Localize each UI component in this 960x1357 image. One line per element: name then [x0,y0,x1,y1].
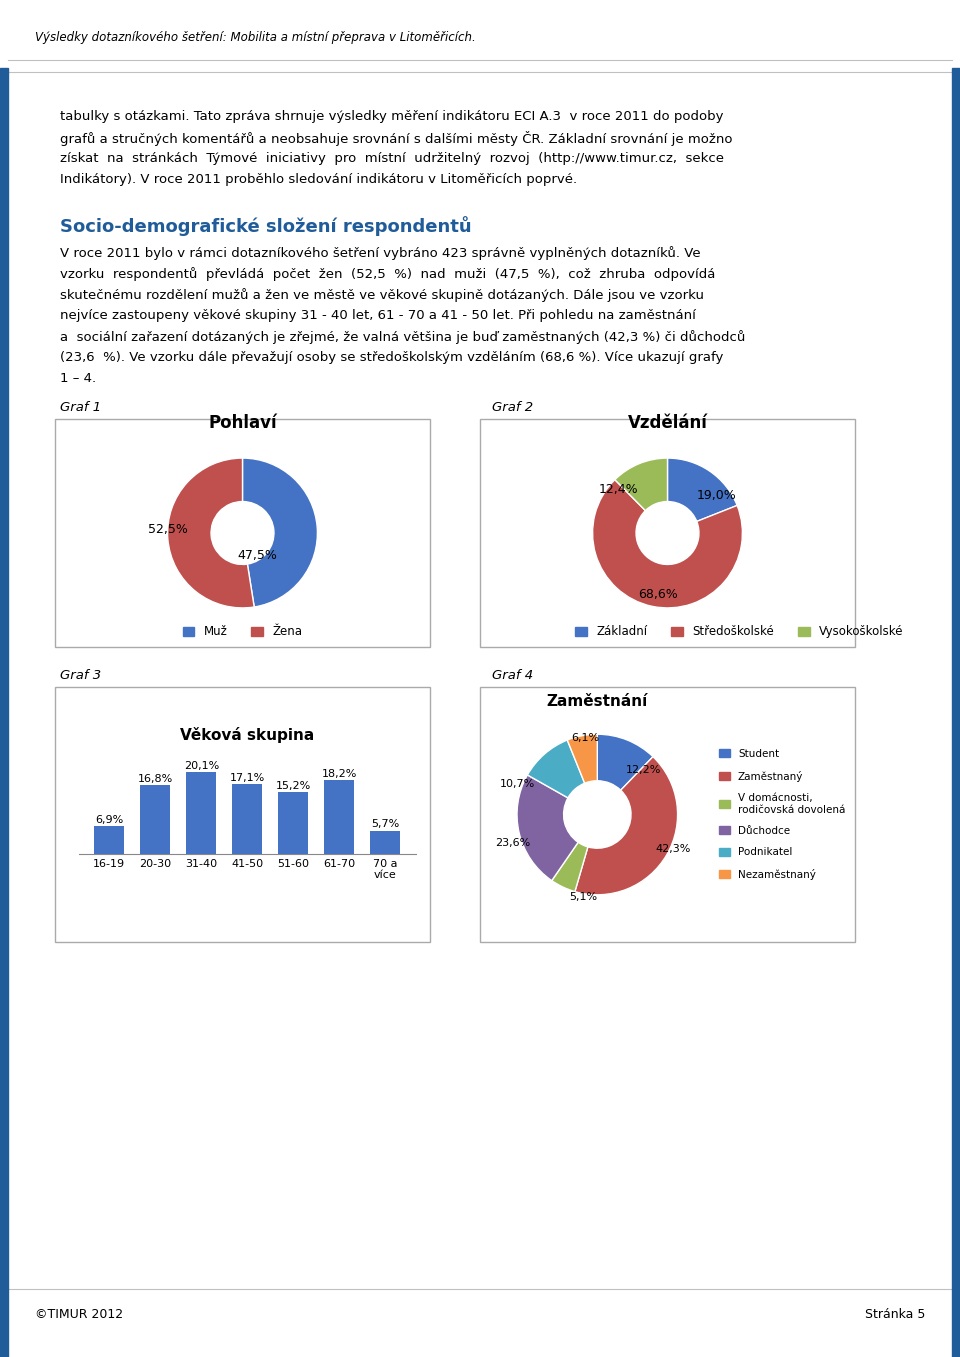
Wedge shape [592,479,742,608]
Bar [232,784,262,854]
Title: Zaměstnání: Zaměstnání [546,693,648,708]
Text: grafů a stručných komentářů a neobsahuje srovnání s dalšími městy ČR. Základní s: grafů a stručných komentářů a neobsahuje… [60,132,732,147]
Bar [94,826,124,854]
Text: 15,2%: 15,2% [276,780,311,791]
Wedge shape [575,757,678,894]
Text: 42,3%: 42,3% [656,844,691,854]
Bar [952,1289,960,1357]
Text: Stránka 5: Stránka 5 [865,1308,925,1322]
Wedge shape [567,734,597,783]
Bar [140,786,170,854]
Text: získat  na  stránkách  Týmové  iniciativy  pro  místní  udržitelný  rozvoj  (htt: získat na stránkách Týmové iniciativy pr… [60,152,724,166]
Text: tabulky s otázkami. Tato zpráva shrnuje výsledky měření indikátoru ECI A.3  v ro: tabulky s otázkami. Tato zpráva shrnuje … [60,110,724,123]
Bar [278,792,308,854]
Legend: Student, Zaměstnaný, V domácnosti,
rodičovská dovolená, Důchodce, Podnikatel, Ne: Student, Zaměstnaný, V domácnosti, rodič… [715,745,850,885]
Legend: Základní, Středoškolské, Vysokoškolské: Základní, Středoškolské, Vysokoškolské [570,620,908,643]
Text: 23,6%: 23,6% [495,837,531,848]
Bar [952,68,960,1289]
Wedge shape [168,459,254,608]
Legend: Muž, Žena: Muž, Žena [178,620,307,643]
Wedge shape [527,740,585,798]
Text: Indikátory). V roce 2011 proběhlo sledování indikátoru v Litoměřicích poprvé.: Indikátory). V roce 2011 proběhlo sledov… [60,172,577,186]
Wedge shape [597,734,653,790]
Text: a  sociální zařazení dotázaných je zřejmé, že valná většina je buď zaměstnaných : a sociální zařazení dotázaných je zřejmé… [60,330,745,343]
Bar [0,1289,8,1357]
Text: 10,7%: 10,7% [499,779,535,790]
Text: 17,1%: 17,1% [229,773,265,783]
Text: 68,6%: 68,6% [638,589,678,601]
Text: Socio-demografické složení respondentů: Socio-demografické složení respondentů [60,216,471,236]
Text: Graf 1: Graf 1 [60,402,101,414]
Text: nejvíce zastoupeny věkové skupiny 31 - 40 let, 61 - 70 a 41 - 50 let. Při pohled: nejvíce zastoupeny věkové skupiny 31 - 4… [60,309,696,322]
Text: 5,7%: 5,7% [372,820,399,829]
Text: 5,1%: 5,1% [569,892,597,902]
Text: 6,9%: 6,9% [95,814,124,825]
Text: skutečnému rozdělení mužů a žen ve městě ve věkové skupině dotázaných. Dále jsou: skutečnému rozdělení mužů a žen ve městě… [60,288,704,303]
Text: Graf 2: Graf 2 [492,402,533,414]
Text: (23,6  %). Ve vzorku dále převažují osoby se středoškolským vzděláním (68,6 %). : (23,6 %). Ve vzorku dále převažují osoby… [60,351,724,364]
Bar [55,419,430,647]
Text: 12,2%: 12,2% [626,765,661,775]
Title: Věková skupina: Věková skupina [180,727,315,742]
Text: Výsledky dotazníkového šetření: Mobilita a místní přeprava v Litoměřicích.: Výsledky dotazníkového šetření: Mobilita… [35,31,476,45]
Text: 16,8%: 16,8% [137,775,173,784]
Bar [371,830,400,854]
Text: 47,5%: 47,5% [237,550,277,562]
Text: ©TIMUR 2012: ©TIMUR 2012 [35,1308,123,1322]
Text: vzorku  respondentů  převládá  počet  žen  (52,5  %)  nad  muži  (47,5  %),  což: vzorku respondentů převládá počet žen (5… [60,267,715,281]
Text: 52,5%: 52,5% [148,522,187,536]
Text: 19,0%: 19,0% [696,489,736,502]
Text: 18,2%: 18,2% [322,768,357,779]
Bar [55,687,430,942]
Text: Graf 4: Graf 4 [492,669,533,683]
Wedge shape [243,459,318,607]
Bar [186,772,216,854]
Wedge shape [667,459,737,521]
Title: Pohlaví: Pohlaví [208,414,276,433]
Bar [480,419,855,647]
Text: 6,1%: 6,1% [571,733,599,744]
Bar [324,780,354,854]
Text: 20,1%: 20,1% [183,761,219,771]
Text: Graf 3: Graf 3 [60,669,101,683]
Bar [480,687,855,942]
Text: 1 – 4.: 1 – 4. [60,372,96,385]
Wedge shape [552,843,588,892]
Wedge shape [614,459,667,510]
Title: Vzdělání: Vzdělání [628,414,708,433]
Text: V roce 2011 bylo v rámci dotazníkového šetření vybráno 423 správně vyplněných do: V roce 2011 bylo v rámci dotazníkového š… [60,246,701,261]
Wedge shape [517,775,578,881]
Text: 12,4%: 12,4% [599,483,638,497]
Bar [0,68,8,1289]
